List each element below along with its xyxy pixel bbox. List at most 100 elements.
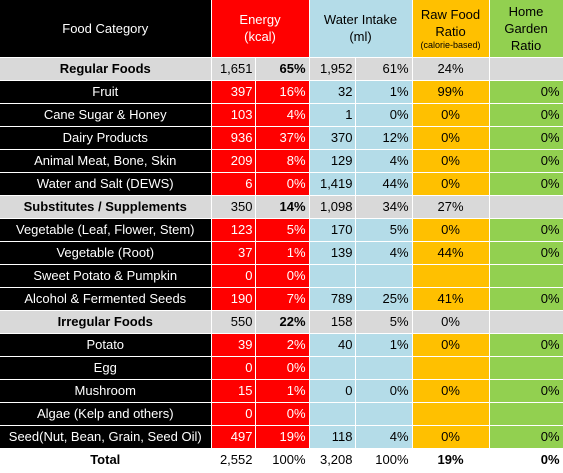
energy-value-cell[interactable]: 39 — [211, 333, 256, 357]
category-cell[interactable]: Total — [0, 448, 212, 472]
water-value-cell[interactable]: 3,208 — [309, 448, 356, 472]
table-row[interactable]: Water and Salt (DEWS) 6 0% 1,419 44% 0% 0% — [0, 172, 563, 196]
water-percent-cell[interactable]: 12% — [355, 126, 413, 150]
table-row[interactable]: Animal Meat, Bone, Skin 209 8% 129 4% 0% 0% — [0, 149, 563, 173]
water-percent-cell[interactable]: 5% — [355, 218, 413, 242]
energy-value-cell[interactable]: 350 — [211, 195, 256, 219]
raw-food-ratio-cell[interactable] — [412, 264, 490, 288]
energy-percent-cell[interactable]: 37% — [255, 126, 310, 150]
water-percent-cell[interactable]: 61% — [355, 57, 413, 81]
raw-food-ratio-cell[interactable]: 0% — [412, 149, 490, 173]
home-garden-ratio-cell[interactable] — [489, 57, 563, 81]
energy-value-cell[interactable]: 550 — [211, 310, 256, 334]
water-percent-cell[interactable]: 34% — [355, 195, 413, 219]
table-row[interactable]: Egg 0 0% — [0, 356, 563, 380]
category-cell[interactable]: Irregular Foods — [0, 310, 212, 334]
table-row[interactable]: Vegetable (Leaf, Flower, Stem) 123 5% 170 5%… — [0, 218, 563, 242]
energy-percent-cell[interactable]: 1% — [255, 379, 310, 403]
energy-value-cell[interactable]: 397 — [211, 80, 256, 104]
energy-percent-cell[interactable]: 7% — [255, 287, 310, 311]
home-garden-ratio-cell[interactable] — [489, 402, 563, 426]
category-cell[interactable]: Algae (Kelp and others) — [0, 402, 212, 426]
water-value-cell[interactable] — [309, 402, 356, 426]
table-row[interactable]: Dairy Products 936 37% 370 12% 0% 0% — [0, 126, 563, 150]
energy-percent-cell[interactable]: 1% — [255, 241, 310, 265]
water-value-cell[interactable]: 129 — [309, 149, 356, 173]
raw-food-ratio-cell[interactable]: 41% — [412, 287, 490, 311]
water-percent-cell[interactable]: 4% — [355, 241, 413, 265]
home-garden-ratio-cell[interactable]: 0% — [489, 126, 563, 150]
energy-percent-cell[interactable]: 14% — [255, 195, 310, 219]
energy-percent-cell[interactable]: 0% — [255, 264, 310, 288]
raw-food-ratio-cell[interactable]: 0% — [412, 425, 490, 449]
water-value-cell[interactable] — [309, 356, 356, 380]
raw-food-ratio-cell[interactable]: 99% — [412, 80, 490, 104]
water-value-cell[interactable]: 118 — [309, 425, 356, 449]
header-energy[interactable]: Energy (kcal) — [211, 0, 310, 58]
water-percent-cell[interactable]: 0% — [355, 379, 413, 403]
category-cell[interactable]: Vegetable (Leaf, Flower, Stem) — [0, 218, 212, 242]
water-value-cell[interactable]: 1 — [309, 103, 356, 127]
energy-percent-cell[interactable]: 16% — [255, 80, 310, 104]
category-cell[interactable]: Mushroom — [0, 379, 212, 403]
water-value-cell[interactable]: 1,098 — [309, 195, 356, 219]
raw-food-ratio-cell[interactable] — [412, 402, 490, 426]
raw-food-ratio-cell[interactable]: 24% — [412, 57, 490, 81]
water-value-cell[interactable]: 0 — [309, 379, 356, 403]
water-percent-cell[interactable]: 44% — [355, 172, 413, 196]
home-garden-ratio-cell[interactable]: 0% — [489, 80, 563, 104]
category-cell[interactable]: Regular Foods — [0, 57, 212, 81]
water-percent-cell[interactable]: 100% — [355, 448, 413, 472]
water-value-cell[interactable]: 370 — [309, 126, 356, 150]
table-row[interactable]: Algae (Kelp and others) 0 0% — [0, 402, 563, 426]
raw-food-ratio-cell[interactable]: 0% — [412, 103, 490, 127]
category-cell[interactable]: Seed(Nut, Bean, Grain, Seed Oil) — [0, 425, 212, 449]
table-row[interactable]: Seed(Nut, Bean, Grain, Seed Oil) 497 19% 11… — [0, 425, 563, 449]
energy-percent-cell[interactable]: 0% — [255, 172, 310, 196]
table-row[interactable]: Cane Sugar & Honey 103 4% 1 0% 0% 0% — [0, 103, 563, 127]
energy-percent-cell[interactable]: 19% — [255, 425, 310, 449]
home-garden-ratio-cell[interactable] — [489, 310, 563, 334]
energy-value-cell[interactable]: 0 — [211, 264, 256, 288]
category-cell[interactable]: Egg — [0, 356, 212, 380]
energy-value-cell[interactable]: 936 — [211, 126, 256, 150]
category-cell[interactable]: Dairy Products — [0, 126, 212, 150]
raw-food-ratio-cell[interactable]: 0% — [412, 172, 490, 196]
raw-food-ratio-cell[interactable]: 0% — [412, 333, 490, 357]
water-percent-cell[interactable]: 5% — [355, 310, 413, 334]
energy-value-cell[interactable]: 123 — [211, 218, 256, 242]
energy-value-cell[interactable]: 37 — [211, 241, 256, 265]
total-row[interactable]: Total 2,552 100% 3,208 100% 19% 0% — [0, 448, 563, 472]
water-value-cell[interactable]: 40 — [309, 333, 356, 357]
energy-value-cell[interactable]: 190 — [211, 287, 256, 311]
water-value-cell[interactable]: 1,419 — [309, 172, 356, 196]
home-garden-ratio-cell[interactable] — [489, 264, 563, 288]
raw-food-ratio-cell[interactable]: 44% — [412, 241, 490, 265]
header-raw-food-ratio[interactable]: Raw Food Ratio (calorie-based) — [412, 0, 490, 58]
water-percent-cell[interactable] — [355, 356, 413, 380]
home-garden-ratio-cell[interactable]: 0% — [489, 379, 563, 403]
water-percent-cell[interactable]: 0% — [355, 103, 413, 127]
energy-percent-cell[interactable]: 100% — [255, 448, 310, 472]
energy-value-cell[interactable]: 497 — [211, 425, 256, 449]
energy-value-cell[interactable]: 1,651 — [211, 57, 256, 81]
home-garden-ratio-cell[interactable]: 0% — [489, 218, 563, 242]
home-garden-ratio-cell[interactable]: 0% — [489, 287, 563, 311]
category-cell[interactable]: Alcohol & Fermented Seeds — [0, 287, 212, 311]
header-water-intake[interactable]: Water Intake (ml) — [309, 0, 413, 58]
raw-food-ratio-cell[interactable]: 0% — [412, 126, 490, 150]
water-value-cell[interactable] — [309, 264, 356, 288]
water-value-cell[interactable]: 1,952 — [309, 57, 356, 81]
water-value-cell[interactable]: 158 — [309, 310, 356, 334]
water-percent-cell[interactable]: 1% — [355, 333, 413, 357]
category-cell[interactable]: Sweet Potato & Pumpkin — [0, 264, 212, 288]
energy-percent-cell[interactable]: 0% — [255, 356, 310, 380]
table-row[interactable]: Fruit 397 16% 32 1% 99% 0% — [0, 80, 563, 104]
group-row[interactable]: Regular Foods 1,651 65% 1,952 61% 24% — [0, 57, 563, 81]
home-garden-ratio-cell[interactable] — [489, 195, 563, 219]
home-garden-ratio-cell[interactable]: 0% — [489, 425, 563, 449]
energy-percent-cell[interactable]: 65% — [255, 57, 310, 81]
water-percent-cell[interactable]: 25% — [355, 287, 413, 311]
home-garden-ratio-cell[interactable]: 0% — [489, 172, 563, 196]
header-home-garden-ratio[interactable]: Home Garden Ratio — [489, 0, 563, 58]
